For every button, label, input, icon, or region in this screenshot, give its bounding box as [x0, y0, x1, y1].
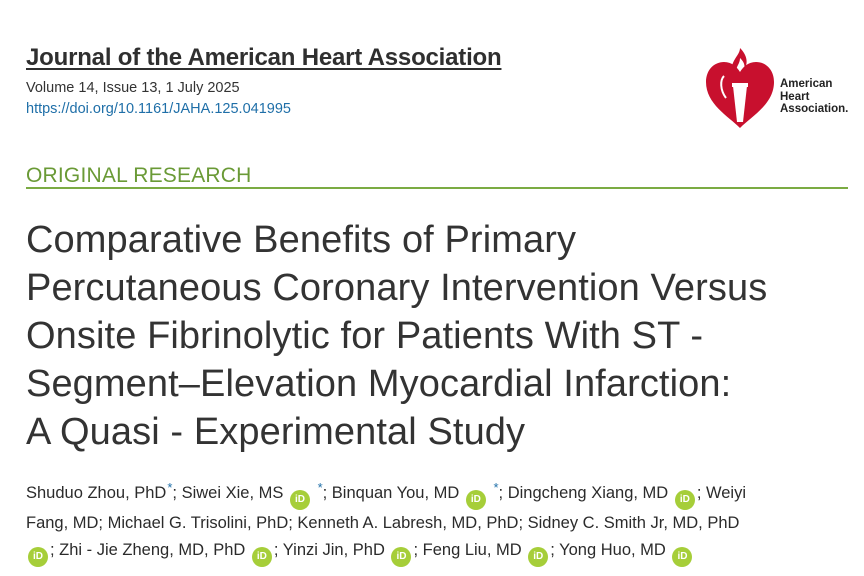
author-link[interactable]: ; Yong Huo, MD [550, 541, 671, 559]
author-line: Shuduo Zhou, PhD*; Siwei Xie, MS iD *; B… [26, 474, 856, 510]
author-link[interactable]: ; Siwei Xie, MS [172, 484, 288, 502]
title-line: A Quasi ‐ Experimental Study [26, 411, 526, 453]
volume-issue-date: Volume 14, Issue 13, 1 July 2025 [26, 80, 240, 96]
author-link[interactable]: ; Dingcheng Xiang, MD [498, 484, 673, 502]
orcid-icon[interactable]: iD [251, 547, 272, 567]
author-link[interactable]: ; Weiyi [696, 484, 747, 502]
title-line: Segment–Elevation Myocardial Infarction: [26, 363, 732, 405]
doi-link[interactable]: https://doi.org/10.1161/JAHA.125.041995 [26, 101, 291, 117]
section-label: ORIGINAL RESEARCH [26, 164, 252, 187]
article-title: Comparative Benefits of Primary Percutan… [26, 216, 856, 456]
corresponding-marker[interactable]: * [167, 480, 173, 495]
title-line: Comparative Benefits of Primary [26, 219, 577, 261]
orcid-icon[interactable]: iD [465, 490, 486, 510]
orcid-icon[interactable]: iD [672, 547, 693, 567]
journal-title[interactable]: Journal of the American Heart Associatio… [26, 44, 502, 71]
orcid-icon[interactable]: iD [391, 547, 412, 567]
author-link[interactable]: ; Binquan You, MD [322, 484, 464, 502]
orcid-icon[interactable]: iD [528, 547, 549, 567]
author-link[interactable]: ; Yinzi Jin, PhD [273, 541, 390, 559]
section-divider [26, 187, 848, 189]
author-link[interactable]: ; Feng Liu, MD [413, 541, 527, 559]
author-link[interactable]: ; Zhi ‐ Jie Zheng, MD, PhD [50, 541, 250, 559]
author-link[interactable]: Shuduo Zhou, PhD [26, 484, 167, 502]
orcid-icon[interactable]: iD [289, 490, 310, 510]
author-line: iD; Zhi ‐ Jie Zheng, MD, PhD iD; Yinzi J… [26, 537, 856, 567]
author-line[interactable]: Fang, MD; Michael G. Trisolini, PhD; Ken… [26, 514, 740, 532]
orcid-icon[interactable]: iD [28, 547, 48, 567]
corresponding-marker[interactable]: * [317, 480, 323, 495]
aha-logo: American Heart Association. [702, 46, 852, 130]
heart-torch-icon [706, 48, 774, 128]
corresponding-marker[interactable]: * [493, 480, 499, 495]
title-line: Percutaneous Coronary Intervention Versu… [26, 267, 768, 309]
aha-logo-text: American Heart Association. [780, 78, 849, 115]
orcid-icon[interactable]: iD [674, 490, 695, 510]
title-line: Onsite Fibrinolytic for Patients With ST… [26, 315, 704, 357]
author-list: Shuduo Zhou, PhD*; Siwei Xie, MS iD *; B… [26, 474, 856, 567]
